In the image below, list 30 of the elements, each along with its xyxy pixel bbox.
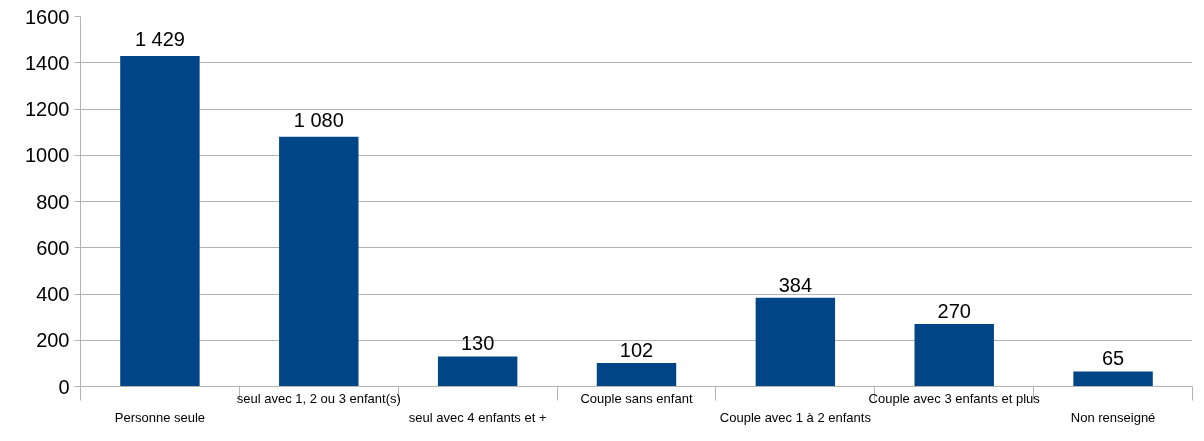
x-tick-label: Personne seule [114, 409, 206, 425]
data-label: 102 [619, 338, 654, 361]
data-label: 1 080 [293, 108, 344, 131]
y-tick-label: 0 [58, 375, 70, 398]
y-tick-label: 1200 [25, 98, 70, 120]
y-tick-label: 200 [36, 329, 70, 352]
y-tick-label: 1000 [25, 144, 70, 167]
y-tick-label: 600 [36, 236, 70, 259]
bar [120, 56, 200, 387]
bar [437, 356, 518, 387]
data-label: 130 [460, 332, 495, 355]
y-tick-label: 1400 [25, 51, 70, 74]
data-label: 270 [937, 300, 971, 323]
data-label: 384 [778, 273, 813, 296]
bar [755, 297, 836, 387]
y-tick-label: 800 [36, 190, 70, 213]
y-tick-label: 400 [36, 283, 70, 305]
x-tick-label: Couple avec 1 à 2 enfants [719, 409, 872, 425]
x-tick-label: Non renseigné [1070, 409, 1156, 425]
y-tick-label: 1600 [25, 5, 70, 28]
x-tick-label: Couple sans enfant [580, 390, 693, 406]
bar [1073, 371, 1153, 387]
data-label: 65 [1101, 347, 1125, 370]
bar [279, 136, 359, 387]
x-tick-label: Couple avec 3 enfants et plus [868, 390, 1041, 406]
data-label: 1 429 [134, 28, 185, 51]
x-tick-label: seul avec 4 enfants et + [408, 409, 547, 425]
bar [596, 362, 677, 387]
bar [914, 324, 994, 387]
x-tick-label: seul avec 1, 2 ou 3 enfant(s) [236, 390, 401, 406]
